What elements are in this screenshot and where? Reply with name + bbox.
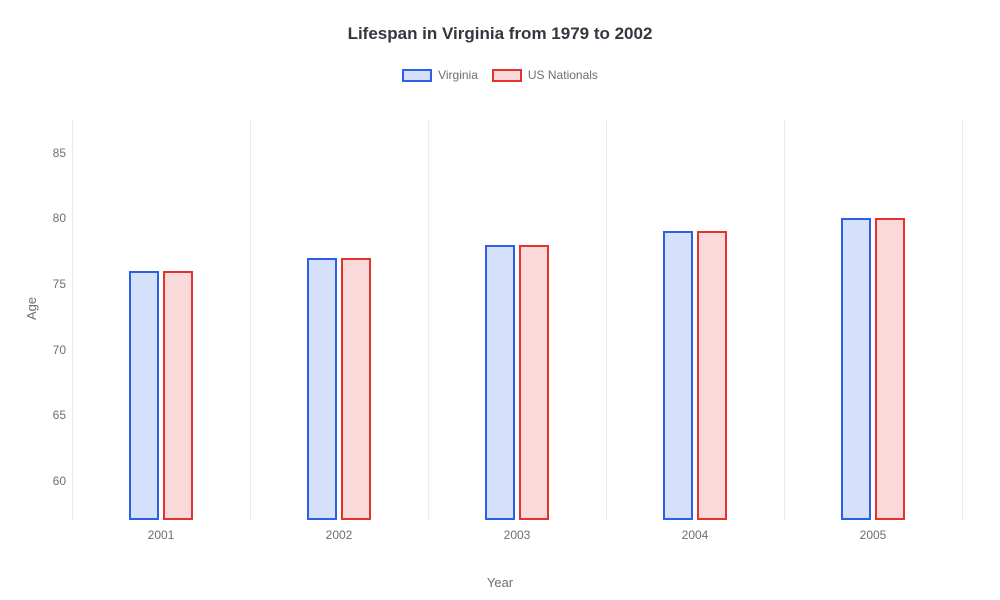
legend-item-us-nationals: US Nationals	[492, 68, 598, 82]
gridline-v	[72, 120, 73, 520]
x-tick: 2001	[148, 528, 175, 542]
gridline-v	[962, 120, 963, 520]
y-tick: 85	[36, 146, 66, 160]
gridline-v	[428, 120, 429, 520]
bar	[163, 271, 193, 520]
gridline-v	[784, 120, 785, 520]
bar	[875, 218, 905, 520]
bar	[485, 245, 515, 520]
x-tick: 2005	[860, 528, 887, 542]
legend-item-virginia: Virginia	[402, 68, 478, 82]
bar	[307, 258, 337, 520]
bar	[663, 231, 693, 520]
y-tick: 60	[36, 474, 66, 488]
bar	[697, 231, 727, 520]
bar	[519, 245, 549, 520]
y-tick: 75	[36, 277, 66, 291]
x-axis-label: Year	[487, 575, 513, 590]
y-tick: 65	[36, 408, 66, 422]
plot-area: 60657075808520012002200320042005	[72, 120, 962, 520]
bar	[129, 271, 159, 520]
x-tick: 2002	[326, 528, 353, 542]
y-tick: 70	[36, 343, 66, 357]
legend: Virginia US Nationals	[0, 68, 1000, 82]
legend-label-us-nationals: US Nationals	[528, 68, 598, 82]
legend-swatch-us-nationals	[492, 69, 522, 82]
bar	[841, 218, 871, 520]
gridline-v	[606, 120, 607, 520]
bar	[341, 258, 371, 520]
legend-swatch-virginia	[402, 69, 432, 82]
chart-title: Lifespan in Virginia from 1979 to 2002	[0, 0, 1000, 44]
legend-label-virginia: Virginia	[438, 68, 478, 82]
x-tick: 2003	[504, 528, 531, 542]
y-axis-label: Age	[24, 297, 39, 320]
x-tick: 2004	[682, 528, 709, 542]
gridline-v	[250, 120, 251, 520]
y-tick: 80	[36, 211, 66, 225]
